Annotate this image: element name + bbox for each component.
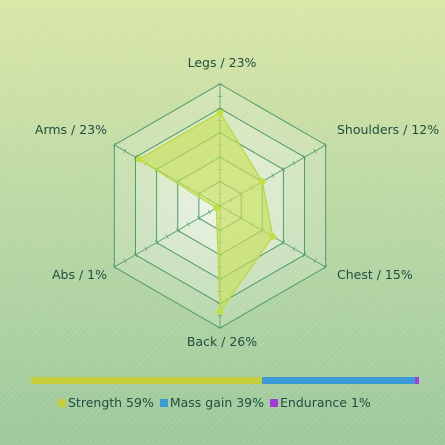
- legend-label-mass-gain: Mass gain 39%: [169, 395, 265, 410]
- legend-swatch-endurance: [270, 398, 279, 407]
- axis-label-4: Abs / 1%: [52, 267, 107, 282]
- spoke-tick: [292, 246, 296, 252]
- spoke-tick: [144, 246, 148, 252]
- axis-label-0: Legs / 23%: [188, 55, 257, 70]
- legend: Strength 59% Mass gain 39% Endurance 1%: [58, 395, 371, 410]
- segment-mass-gain: [262, 377, 416, 384]
- spoke-tick: [313, 148, 317, 154]
- axis-labels: Legs / 23% Shoulders / 12% Chest / 15% Back…: [35, 55, 439, 349]
- data-point-3: [216, 308, 224, 315]
- data-point-4: [213, 204, 220, 212]
- axis-label-1: Shoulders / 12%: [337, 122, 439, 137]
- spoke-tick: [133, 252, 137, 258]
- data-point-5: [135, 156, 143, 163]
- data-points: [135, 109, 277, 315]
- spoke-tick: [197, 215, 201, 221]
- legend-item-endurance: Endurance 1%: [270, 395, 371, 410]
- spoke-tick: [303, 154, 307, 160]
- legend-swatch-mass-gain: [159, 398, 168, 407]
- spoke-tick: [207, 209, 211, 215]
- spoke-tick: [271, 173, 275, 178]
- spoke-tick: [324, 142, 328, 148]
- axis-label-5: Arms / 23%: [35, 122, 107, 137]
- spoke-tick: [281, 240, 285, 245]
- spoke-tick: [155, 240, 159, 245]
- segment-strength: [31, 377, 263, 384]
- legend-item-strength: Strength 59%: [58, 395, 154, 410]
- spoke-tick: [313, 258, 317, 264]
- spoke-tick: [303, 252, 307, 258]
- spoke-tick: [292, 160, 296, 166]
- segment-endurance: [415, 377, 419, 384]
- spoke-tick: [186, 221, 190, 227]
- spoke-tick: [176, 228, 180, 233]
- spoke-tick: [281, 167, 285, 172]
- spoke-tick: [324, 264, 328, 270]
- spoke-tick: [112, 264, 116, 270]
- spoke-tick: [133, 154, 137, 160]
- legend-item-mass-gain: Mass gain 39%: [159, 395, 265, 410]
- data-point-1: [259, 178, 266, 185]
- summary-bar: [31, 377, 419, 384]
- legend-swatch-strength: [58, 398, 66, 407]
- legend-label-strength: Strength 59%: [68, 395, 154, 410]
- data-point-0: [216, 109, 224, 116]
- spoke-tick: [165, 234, 169, 239]
- axis-label-3: Back / 26%: [187, 334, 257, 349]
- spoke-tick: [112, 142, 116, 148]
- legend-label-endurance: Endurance 1%: [280, 395, 371, 410]
- axis-label-2: Chest / 15%: [337, 267, 413, 282]
- spoke-tick: [123, 258, 127, 264]
- spoke-tick: [123, 148, 127, 154]
- data-point-2: [269, 233, 277, 240]
